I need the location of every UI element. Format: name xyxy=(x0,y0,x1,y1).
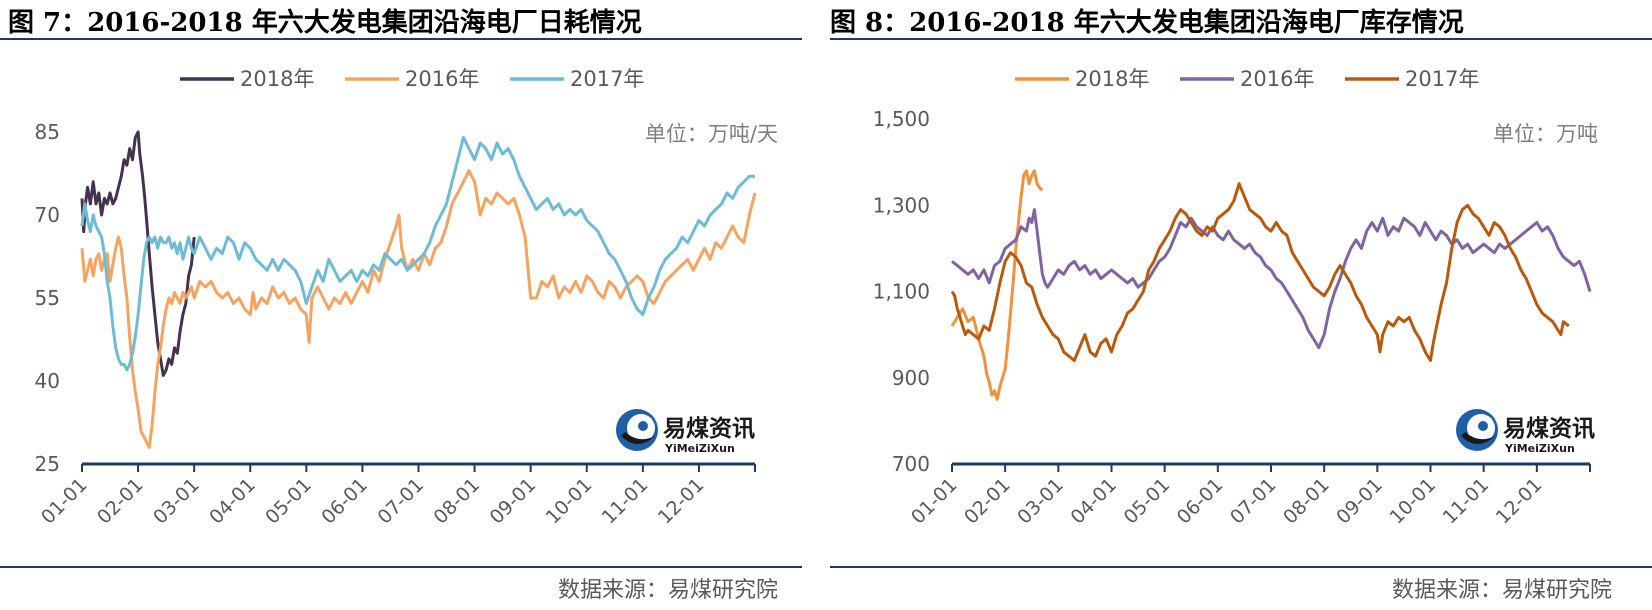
source-note-left: 数据来源：易煤研究院 xyxy=(558,578,779,603)
legend-label: 2017年 xyxy=(570,67,644,91)
legend-label: 2018年 xyxy=(240,67,314,91)
x-tick-label: 07-01 xyxy=(1226,474,1281,529)
x-tick-label: 12-01 xyxy=(654,474,709,529)
x-tick-label: 03-01 xyxy=(149,474,204,529)
series-line-2018年 xyxy=(80,130,196,377)
x-tick-label: 11-01 xyxy=(598,474,653,529)
logo-subtext: YiMeiZiXun xyxy=(1504,442,1575,455)
x-tick-label: 08-01 xyxy=(430,474,485,529)
logo-dot xyxy=(638,421,648,431)
series-line-2017年 xyxy=(950,182,1570,362)
legend-label: 2017年 xyxy=(1405,67,1479,91)
legend-label: 2016年 xyxy=(405,67,479,91)
x-tick-label: 02-01 xyxy=(960,474,1015,529)
x-tick-label: 05-01 xyxy=(261,474,316,529)
logo-subtext: YiMeiZiXun xyxy=(664,442,735,455)
x-tick-label: 07-01 xyxy=(373,474,428,529)
series-line-2016年 xyxy=(80,169,757,449)
y-tick-label: 85 xyxy=(35,120,60,144)
y-tick-label: 700 xyxy=(892,452,930,476)
logo-swoosh xyxy=(621,432,655,444)
x-tick-label: 01-01 xyxy=(907,474,962,529)
logo-swoosh xyxy=(1461,432,1495,444)
legend-label: 2018年 xyxy=(1075,67,1149,91)
y-tick-label: 900 xyxy=(892,366,930,390)
x-tick-label: 11-01 xyxy=(1439,474,1494,529)
x-tick-label: 10-01 xyxy=(1385,474,1440,529)
logo-text: 易煤资讯 xyxy=(1503,416,1595,442)
unit-label: 单位：万吨/天 xyxy=(645,122,778,146)
series-line-2017年 xyxy=(80,136,755,372)
chart-title-left: 图 7：2016-2018 年六大发电集团沿海电厂日耗情况 xyxy=(8,8,642,38)
x-tick-label: 02-01 xyxy=(93,474,148,529)
y-tick-label: 1,100 xyxy=(873,280,930,304)
x-tick-label: 09-01 xyxy=(486,474,541,529)
chart-title-right: 图 8：2016-2018 年六大发电集团沿海电厂库存情况 xyxy=(830,8,1464,38)
x-tick-label: 03-01 xyxy=(1013,474,1068,529)
chart-1: 25 40 55 70 85 01-01 02-01 03-01 04-01 05-01 06-01… xyxy=(35,67,778,529)
title-rule-right xyxy=(830,38,1652,40)
x-tick-label: 04-01 xyxy=(1066,474,1121,529)
x-tick-label: 05-01 xyxy=(1120,474,1175,529)
unit-label: 单位：万吨 xyxy=(1493,122,1598,146)
series-line-2016年 xyxy=(951,208,1592,350)
title-rule-left xyxy=(0,38,802,40)
x-tick-label: 06-01 xyxy=(317,474,372,529)
series-line-2018年 xyxy=(950,169,1044,401)
legend-label: 2016年 xyxy=(1240,67,1314,91)
x-tick-label: 06-01 xyxy=(1173,474,1228,529)
x-tick-label: 10-01 xyxy=(542,474,597,529)
y-tick-label: 55 xyxy=(35,286,60,310)
y-tick-label: 1,500 xyxy=(873,107,930,131)
footer-rule-left xyxy=(0,566,802,568)
x-tick-label: 04-01 xyxy=(205,474,260,529)
logo-dot xyxy=(1478,421,1488,431)
x-tick-label: 01-01 xyxy=(37,474,92,529)
logo-text: 易煤资讯 xyxy=(663,416,755,442)
footer-rule-right xyxy=(830,566,1652,568)
chart-2: 700 900 1,100 1,300 1,500 01-0102-0103-0104-0… xyxy=(873,67,1598,529)
x-tick-label: 09-01 xyxy=(1332,474,1387,529)
y-tick-label: 25 xyxy=(35,452,60,476)
source-note-right: 数据来源：易煤研究院 xyxy=(1392,578,1613,603)
y-tick-label: 40 xyxy=(35,369,60,393)
y-tick-label: 1,300 xyxy=(873,193,930,217)
x-tick-label: 12-01 xyxy=(1492,474,1547,529)
y-tick-label: 70 xyxy=(35,203,60,227)
x-tick-label: 08-01 xyxy=(1279,474,1334,529)
